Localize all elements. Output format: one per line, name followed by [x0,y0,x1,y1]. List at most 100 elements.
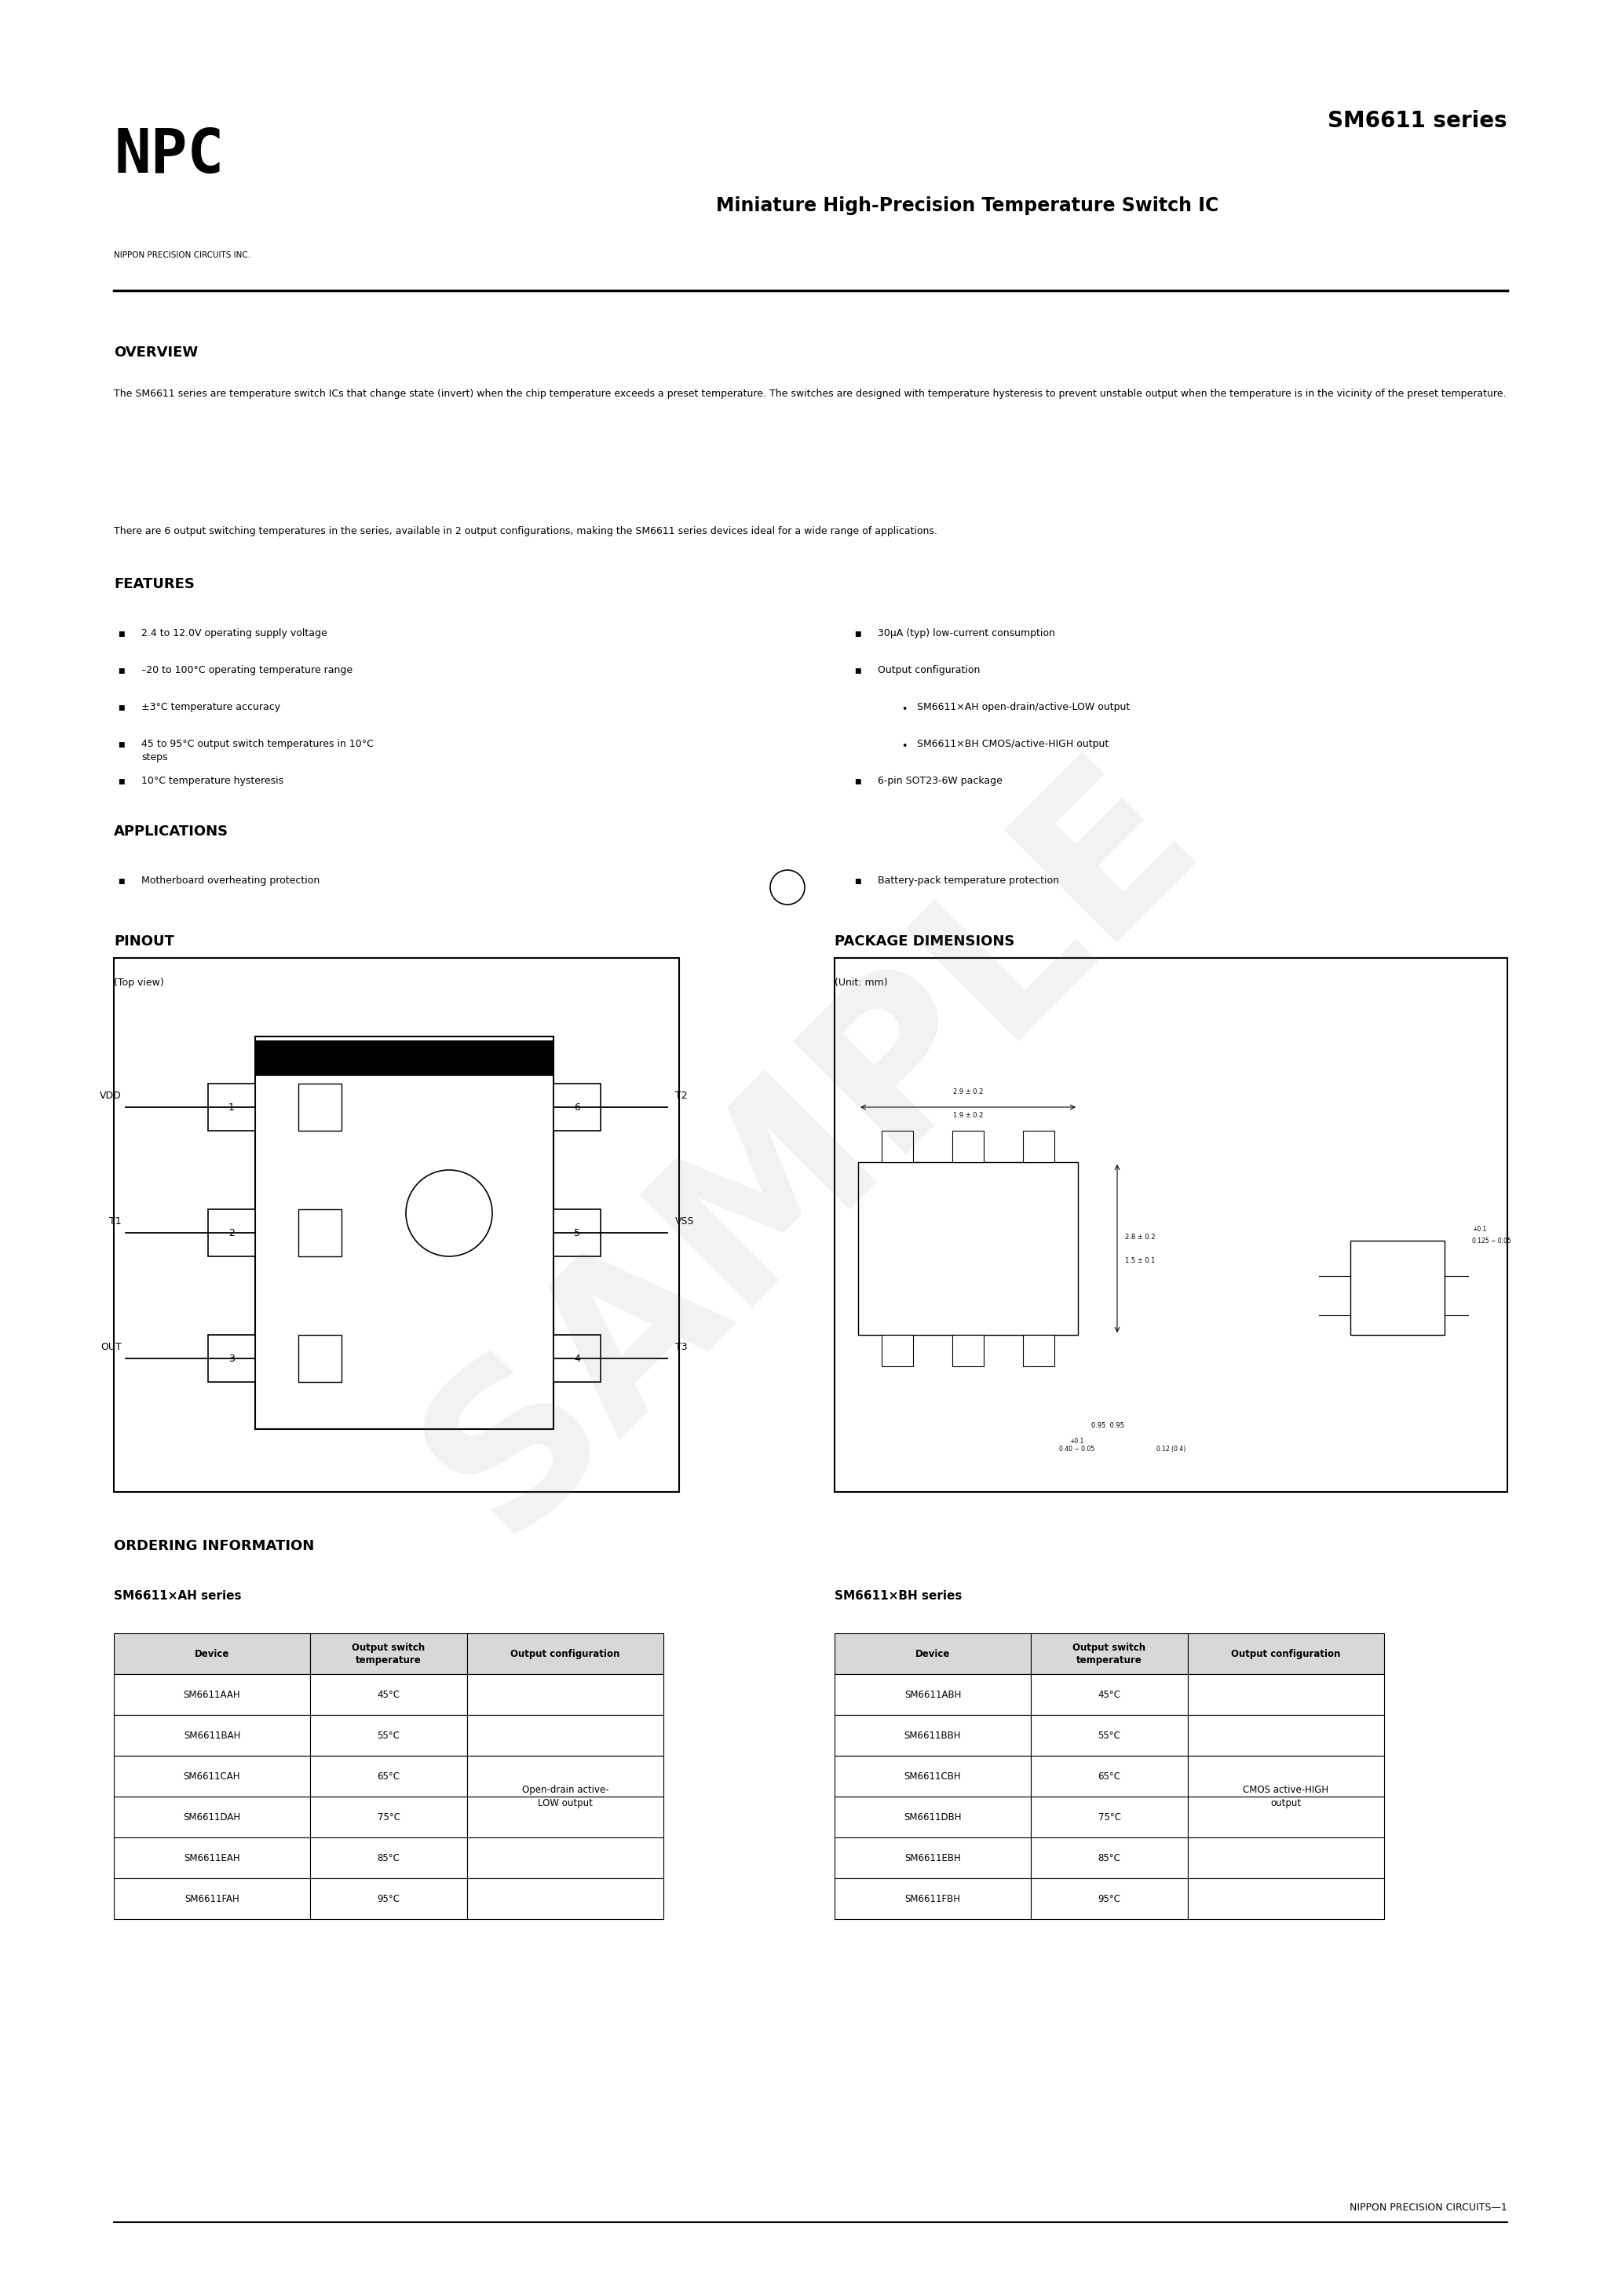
Bar [114,1756,310,1795]
Text: SM6611ABH: SM6611ABH [905,1690,962,1699]
Bar [1032,1632,1187,1674]
Bar [310,1715,467,1756]
Text: •: • [902,742,907,751]
Text: 1.5 ± 0.1: 1.5 ± 0.1 [1126,1256,1155,1263]
Bar [553,1084,600,1130]
Text: VSS: VSS [675,1217,694,1226]
Text: 45°C: 45°C [1098,1690,1121,1699]
Bar [467,1632,663,1674]
Text: SM6611BBH: SM6611BBH [903,1731,962,1740]
Text: Battery-pack temperature protection: Battery-pack temperature protection [878,875,1059,886]
Text: SM6611FBH: SM6611FBH [905,1894,960,1903]
Bar [1023,1334,1054,1366]
Text: 2: 2 [229,1228,235,1238]
Text: 6: 6 [574,1102,581,1111]
Text: (Top view): (Top view) [114,978,164,987]
Text: The SM6611 series are temperature switch ICs that change state (invert) when the: The SM6611 series are temperature switch… [114,388,1507,400]
Text: SM6611 series: SM6611 series [1328,110,1507,131]
Bar [255,1035,553,1428]
Text: ■: ■ [855,778,861,785]
Text: SM6611×AH open-drain/active-LOW output: SM6611×AH open-drain/active-LOW output [916,703,1131,712]
Text: (Unit: mm): (Unit: mm) [835,978,887,987]
Bar [553,1210,600,1256]
Text: Output switch
temperature: Output switch temperature [1072,1642,1145,1665]
Text: There are 6 output switching temperatures in the series, available in 2 output c: There are 6 output switching temperature… [114,526,938,537]
Text: 0.95  0.95: 0.95 0.95 [1092,1421,1124,1428]
Text: SM6611DAH: SM6611DAH [183,1812,240,1823]
Text: •: • [902,705,907,714]
Text: ■: ■ [118,705,125,712]
Text: 1.9 ± 0.2: 1.9 ± 0.2 [954,1111,983,1118]
Bar [835,1837,1032,1878]
Text: 45°C: 45°C [378,1690,401,1699]
Bar [298,1084,342,1130]
Text: VDD: VDD [101,1091,122,1100]
Text: PACKAGE DIMENSIONS: PACKAGE DIMENSIONS [835,934,1015,948]
Text: Output switch
temperature: Output switch temperature [352,1642,425,1665]
Bar [835,1715,1032,1756]
Text: SAMPLE: SAMPLE [386,723,1236,1573]
Bar [952,1334,983,1366]
Bar [1187,1756,1384,1795]
Text: ■: ■ [118,742,125,748]
Text: 85°C: 85°C [1098,1853,1121,1862]
Bar [835,1795,1032,1837]
Bar [835,957,1507,1492]
Bar [310,1878,467,1919]
Bar [467,1715,663,1756]
Bar [1187,1795,1384,1837]
Text: Output configuration: Output configuration [878,666,980,675]
Bar [1032,1715,1187,1756]
Text: Device: Device [915,1649,950,1658]
Bar [1023,1130,1054,1162]
Bar [1351,1240,1445,1334]
Bar [114,1795,310,1837]
Bar [1187,1632,1384,1674]
Text: SM6611AAH: SM6611AAH [183,1690,240,1699]
Text: SM6611×BH CMOS/active-HIGH output: SM6611×BH CMOS/active-HIGH output [916,739,1109,748]
Text: Output configuration: Output configuration [511,1649,620,1658]
Text: ■: ■ [855,877,861,884]
Text: CMOS active-HIGH
output: CMOS active-HIGH output [1242,1784,1328,1809]
Text: +0.1
0.40 − 0.05: +0.1 0.40 − 0.05 [1059,1437,1095,1453]
Bar [298,1210,342,1256]
Text: 0.125 − 0.05: 0.125 − 0.05 [1473,1238,1512,1244]
Bar [467,1756,663,1795]
Text: 2.8 ± 0.2: 2.8 ± 0.2 [1126,1233,1155,1240]
Text: 4: 4 [574,1352,581,1364]
Bar [835,1878,1032,1919]
Circle shape [770,870,805,905]
Bar [467,1837,663,1878]
Bar [467,1795,663,1837]
Text: OVERVIEW: OVERVIEW [114,344,198,360]
Text: ■: ■ [855,631,861,638]
Text: ■: ■ [118,877,125,884]
Text: OUT: OUT [101,1341,122,1352]
Text: ■: ■ [118,778,125,785]
Bar [208,1084,255,1130]
Text: SM6611×BH series: SM6611×BH series [835,1591,962,1603]
Text: SM6611CAH: SM6611CAH [183,1770,240,1782]
Bar [1032,1837,1187,1878]
Bar [310,1756,467,1795]
Text: 75°C: 75°C [378,1812,401,1823]
Text: PINOUT: PINOUT [114,934,174,948]
Text: 95°C: 95°C [378,1894,401,1903]
Bar [114,957,680,1492]
Text: 10°C temperature hysteresis: 10°C temperature hysteresis [141,776,284,785]
Text: 5: 5 [574,1228,581,1238]
Text: ORDERING INFORMATION: ORDERING INFORMATION [114,1538,315,1552]
Bar [310,1837,467,1878]
Text: T1: T1 [109,1217,122,1226]
Text: 2.4 to 12.0V operating supply voltage: 2.4 to 12.0V operating supply voltage [141,629,328,638]
Bar [467,1878,663,1919]
Bar [114,1837,310,1878]
Text: 55°C: 55°C [378,1731,401,1740]
Text: 55°C: 55°C [1098,1731,1121,1740]
Bar [1032,1878,1187,1919]
Text: Device: Device [195,1649,229,1658]
Bar [835,1756,1032,1795]
Text: 0.12 (0.4): 0.12 (0.4) [1156,1446,1186,1453]
Text: SM6611BAH: SM6611BAH [183,1731,240,1740]
Text: 1: 1 [229,1102,235,1111]
